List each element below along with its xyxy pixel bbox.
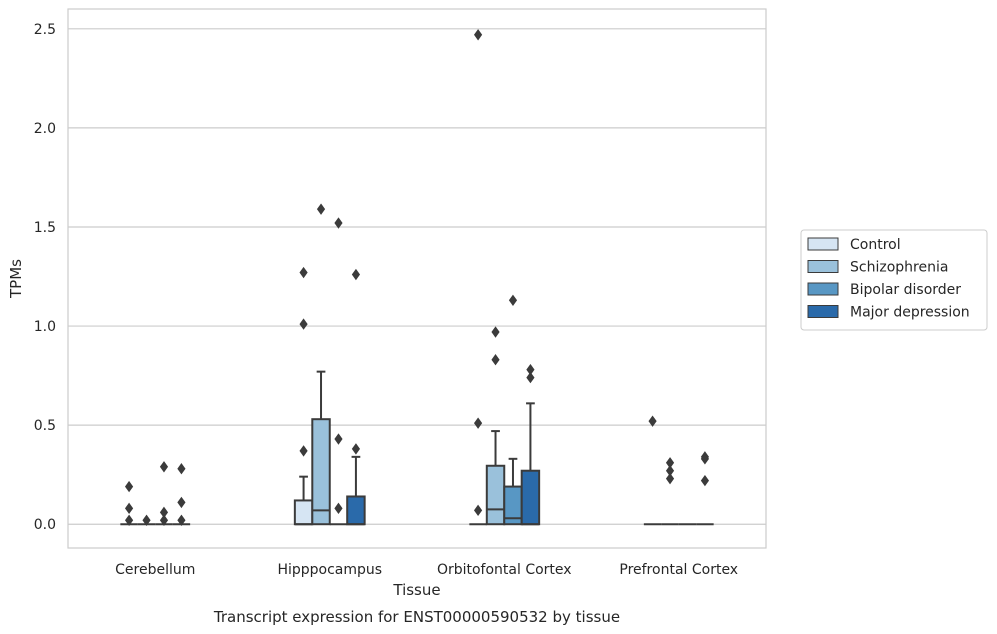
box-control (293, 475, 314, 526)
outlier-point (299, 445, 308, 457)
outlier-point (473, 504, 483, 517)
box-body (346, 495, 366, 526)
outlier-point (159, 461, 169, 473)
legend: Control Schizophrenia Bipolar disorder Majo… (800, 229, 988, 331)
box-body (293, 499, 314, 526)
legend-swatch (807, 260, 839, 273)
box-body (311, 418, 331, 526)
outlier-point (473, 417, 483, 429)
y-tick-label: 0.5 (34, 418, 56, 434)
x-tick-labels: Cerebellum Hipppocampus Orbitofontal Corte… (115, 562, 738, 578)
outlier-point (159, 514, 169, 526)
x-tick-label: Hipppocampus (277, 562, 382, 578)
outlier-point (700, 474, 710, 487)
outlier-point (124, 480, 134, 493)
legend-label: Schizophrenia (850, 260, 948, 276)
x-tick-label: Cerebellum (115, 562, 195, 578)
outlier-point (526, 371, 535, 384)
legend-swatch (807, 237, 839, 251)
box-schizophrenia (485, 430, 506, 526)
outlier-point (177, 496, 186, 509)
legend-frame (800, 229, 988, 331)
outlier-point (124, 502, 134, 515)
outlier-point (177, 463, 186, 475)
box-major-depression (346, 455, 366, 526)
plot-frame (67, 8, 767, 549)
y-tick-label: 2.5 (34, 22, 56, 38)
outlier-point (491, 354, 500, 366)
outlier-point (508, 294, 518, 306)
box-body (485, 464, 506, 526)
gridlines (68, 28, 766, 525)
box-bipolar-disorder (503, 457, 523, 526)
outliers (124, 29, 710, 526)
box-major-depression (520, 402, 541, 526)
box-schizophrenia (311, 370, 331, 526)
box-body (520, 469, 541, 526)
y-axis-label: TPMs (7, 259, 25, 299)
outlier-point (124, 514, 134, 526)
outlier-point (648, 415, 657, 427)
outlier-point (334, 217, 343, 229)
y-tick-label: 1.0 (34, 319, 56, 335)
legend-label: Bipolar disorder (850, 282, 961, 298)
legend-swatch (807, 305, 839, 318)
x-axis-label: Tissue (392, 581, 440, 599)
legend-label: Major depression (850, 305, 970, 321)
chart-caption: Transcript expression for ENST0000059053… (213, 608, 620, 626)
outlier-point (351, 268, 361, 281)
outlier-point (665, 472, 675, 485)
y-tick-label: 0.0 (34, 517, 56, 533)
outlier-point (491, 326, 500, 338)
y-tick-label: 2.0 (34, 121, 56, 137)
boxes (120, 370, 714, 526)
outlier-point (351, 443, 361, 455)
outlier-point (316, 203, 326, 215)
x-tick-label: Prefrontal Cortex (619, 562, 738, 578)
outlier-point (177, 514, 186, 526)
legend-label: Control (850, 237, 901, 253)
outlier-point (700, 453, 710, 465)
outlier-point (142, 514, 151, 526)
y-tick-labels: 0.0 0.5 1.0 1.5 2.0 2.5 (34, 22, 56, 533)
outlier-point (334, 502, 343, 515)
x-tick-label: Orbitofontal Cortex (437, 562, 572, 578)
y-tick-label: 1.5 (34, 220, 56, 236)
outlier-point (299, 266, 308, 279)
outlier-point (299, 318, 308, 330)
outlier-point (473, 29, 483, 41)
legend-swatch (807, 282, 839, 296)
outlier-point (334, 433, 343, 445)
